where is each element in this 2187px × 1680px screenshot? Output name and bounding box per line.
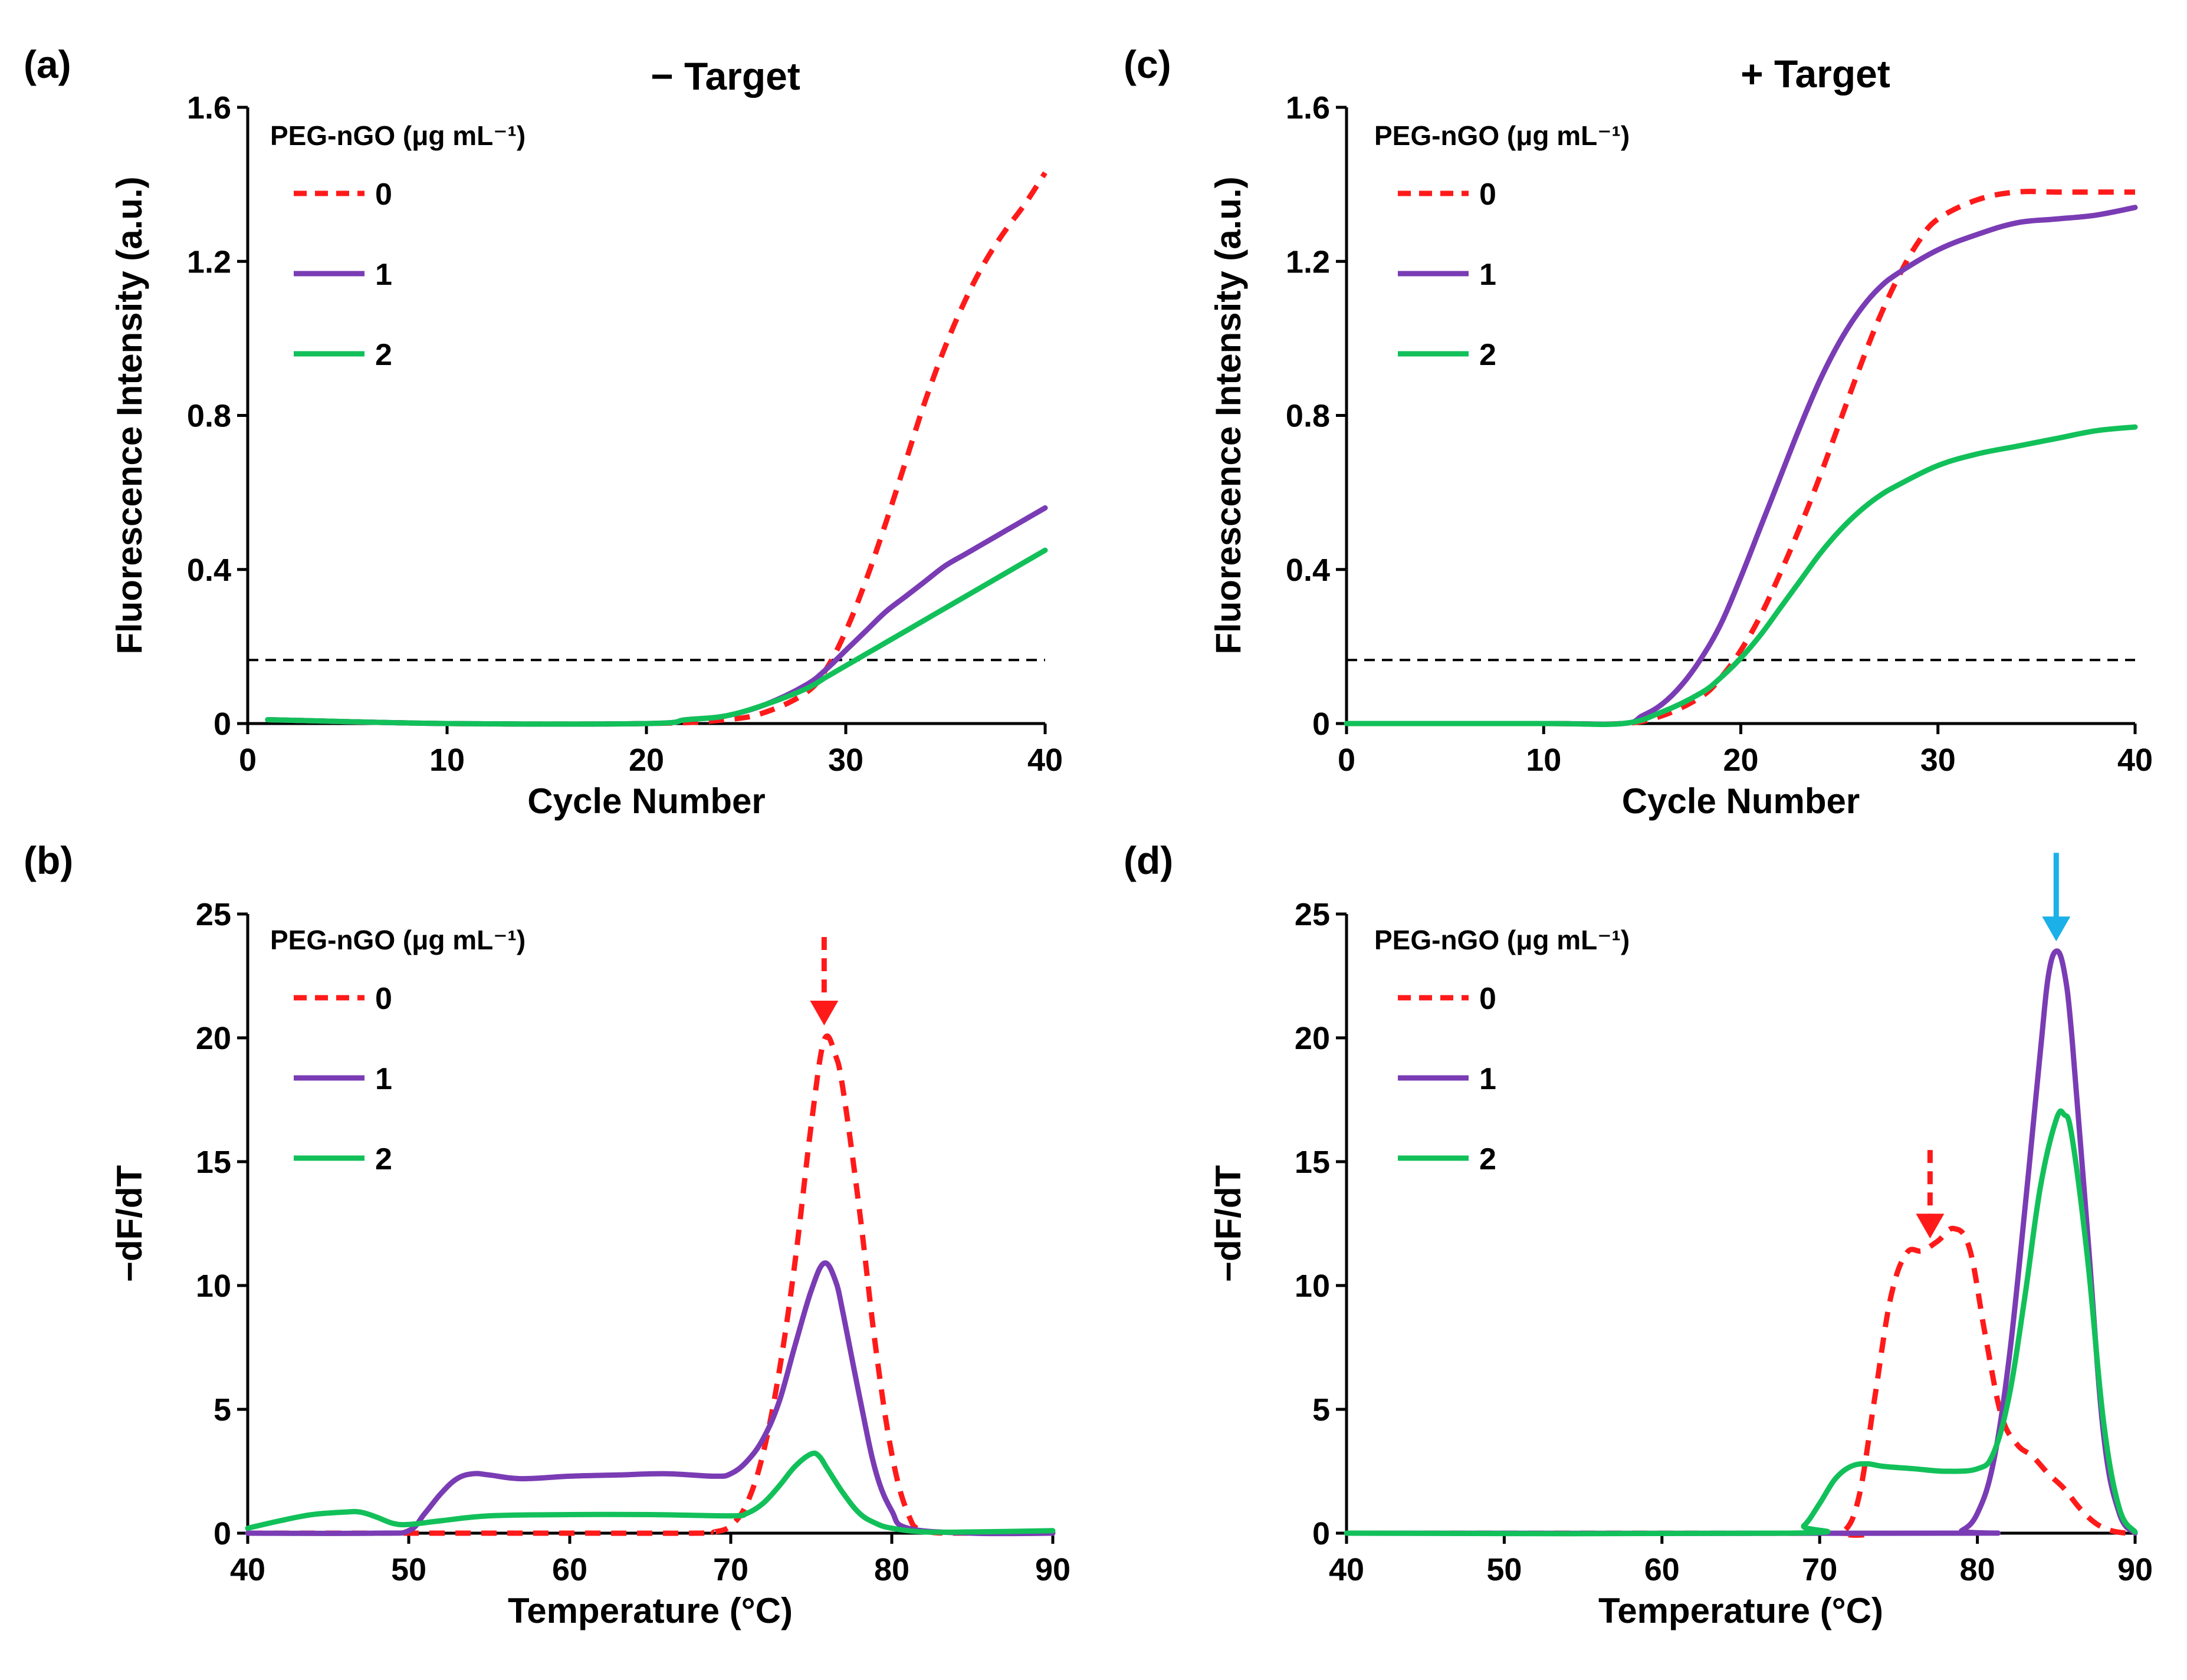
y-tick-label: 0 — [214, 1516, 231, 1551]
x-tick-label: 50 — [1486, 1552, 1522, 1587]
legend-label-1: 1 — [375, 258, 392, 292]
x-tick-label: 20 — [1723, 742, 1758, 778]
y-tick-label: 0 — [1312, 1516, 1330, 1551]
peak-arrow-head — [1916, 1214, 1945, 1239]
panel-title: + Target — [1741, 52, 1890, 96]
legend: PEG-nGO (μg mL⁻¹) 0 1 2 — [1374, 925, 1630, 1176]
y-tick-label: 1.6 — [187, 90, 231, 126]
series-line-1 — [245, 1260, 1056, 1537]
x-axis-title: Cycle Number — [1622, 781, 1860, 821]
y-tick-label: 20 — [196, 1021, 231, 1056]
x-tick-label: 90 — [1035, 1552, 1070, 1587]
y-tick-label: 25 — [196, 897, 231, 932]
x-tick-label: 40 — [1329, 1552, 1364, 1587]
legend-label-2: 2 — [375, 1142, 392, 1176]
y-axis-title: −dF/dT — [1209, 1165, 1248, 1282]
legend-label-0: 0 — [1479, 177, 1496, 212]
y-tick-label: 0 — [214, 706, 231, 742]
x-tick-label: 30 — [828, 742, 863, 778]
y-axis-title: Fluorescence Intensity (a.u.) — [110, 176, 149, 654]
series-line-2 — [245, 1450, 1056, 1535]
y-axis-title: Fluorescence Intensity (a.u.) — [1209, 176, 1248, 654]
y-tick-label: 25 — [1295, 897, 1330, 932]
x-tick-label: 10 — [1526, 742, 1561, 778]
series-line-0 — [267, 171, 1047, 727]
panel-label: (d) — [1124, 839, 1173, 882]
panel-label: (b) — [24, 839, 73, 882]
x-tick-label: 70 — [713, 1552, 748, 1587]
x-tick-label: 90 — [2117, 1552, 2153, 1587]
legend: PEG-nGO (μg mL⁻¹) 0 1 2 — [1374, 120, 1630, 372]
legend-label-2: 2 — [1479, 338, 1496, 372]
legend-label-1: 1 — [375, 1062, 392, 1096]
x-tick-label: 60 — [1644, 1552, 1680, 1587]
x-tick-label: 10 — [429, 742, 465, 778]
legend: PEG-nGO (μg mL⁻¹) 0 1 2 — [270, 120, 526, 372]
y-tick-label: 0.8 — [1286, 399, 1330, 434]
peak-arrow-head — [2042, 916, 2071, 942]
x-tick-label: 50 — [391, 1552, 426, 1587]
x-tick-label: 80 — [1960, 1552, 1995, 1587]
legend-label-0: 0 — [375, 982, 392, 1016]
x-tick-label: 0 — [239, 742, 257, 778]
legend-label-2: 2 — [375, 338, 392, 372]
panel-label: (a) — [24, 42, 71, 86]
y-tick-label: 0.4 — [187, 553, 231, 588]
x-tick-label: 60 — [552, 1552, 587, 1587]
series-line-2 — [1344, 1108, 2138, 1537]
y-tick-label: 20 — [1295, 1021, 1330, 1056]
legend-label-0: 0 — [1479, 982, 1496, 1016]
x-tick-label: 20 — [629, 742, 664, 778]
x-tick-label: 80 — [874, 1552, 909, 1587]
legend-title: PEG-nGO (μg mL⁻¹) — [270, 120, 526, 151]
legend-title: PEG-nGO (μg mL⁻¹) — [1374, 120, 1630, 151]
legend-title: PEG-nGO (μg mL⁻¹) — [270, 925, 526, 955]
y-tick-label: 15 — [1295, 1145, 1330, 1180]
x-axis-title: Temperature (°C) — [1598, 1591, 1883, 1630]
panel-title: − Target — [651, 54, 800, 98]
x-axis-title: Cycle Number — [527, 781, 765, 821]
y-tick-label: 5 — [214, 1392, 231, 1428]
x-axis-title: Temperature (°C) — [508, 1591, 793, 1630]
x-tick-label: 40 — [230, 1552, 265, 1587]
y-tick-label: 10 — [1295, 1268, 1330, 1304]
y-tick-label: 0.4 — [1286, 553, 1330, 588]
x-tick-label: 40 — [1027, 742, 1063, 778]
legend-title: PEG-nGO (μg mL⁻¹) — [1374, 925, 1630, 955]
y-tick-label: 0 — [1312, 706, 1330, 742]
x-tick-label: 30 — [1920, 742, 1956, 778]
x-tick-label: 70 — [1802, 1552, 1837, 1587]
y-tick-label: 1.6 — [1286, 90, 1330, 126]
panel-label: (c) — [1124, 42, 1171, 86]
series-line-1 — [1344, 205, 2138, 727]
y-tick-label: 1.2 — [187, 244, 231, 280]
series-line-2 — [265, 547, 1048, 727]
y-tick-label: 5 — [1312, 1392, 1330, 1428]
legend-label-1: 1 — [1479, 258, 1496, 292]
series-line-0 — [247, 1033, 1053, 1536]
y-tick-label: 15 — [196, 1145, 231, 1180]
y-tick-label: 1.2 — [1286, 244, 1330, 280]
y-tick-label: 0.8 — [187, 399, 231, 434]
legend-label-0: 0 — [375, 177, 392, 212]
y-tick-label: 10 — [196, 1268, 231, 1304]
peak-arrow-head — [810, 1001, 839, 1025]
x-tick-label: 0 — [1338, 742, 1355, 778]
legend-label-1: 1 — [1479, 1062, 1496, 1096]
y-axis-title: −dF/dT — [110, 1165, 149, 1282]
legend: PEG-nGO (μg mL⁻¹) 0 1 2 — [270, 925, 526, 1176]
series-line-2 — [1344, 424, 2138, 728]
legend-label-2: 2 — [1479, 1142, 1496, 1176]
x-tick-label: 40 — [2117, 742, 2153, 778]
